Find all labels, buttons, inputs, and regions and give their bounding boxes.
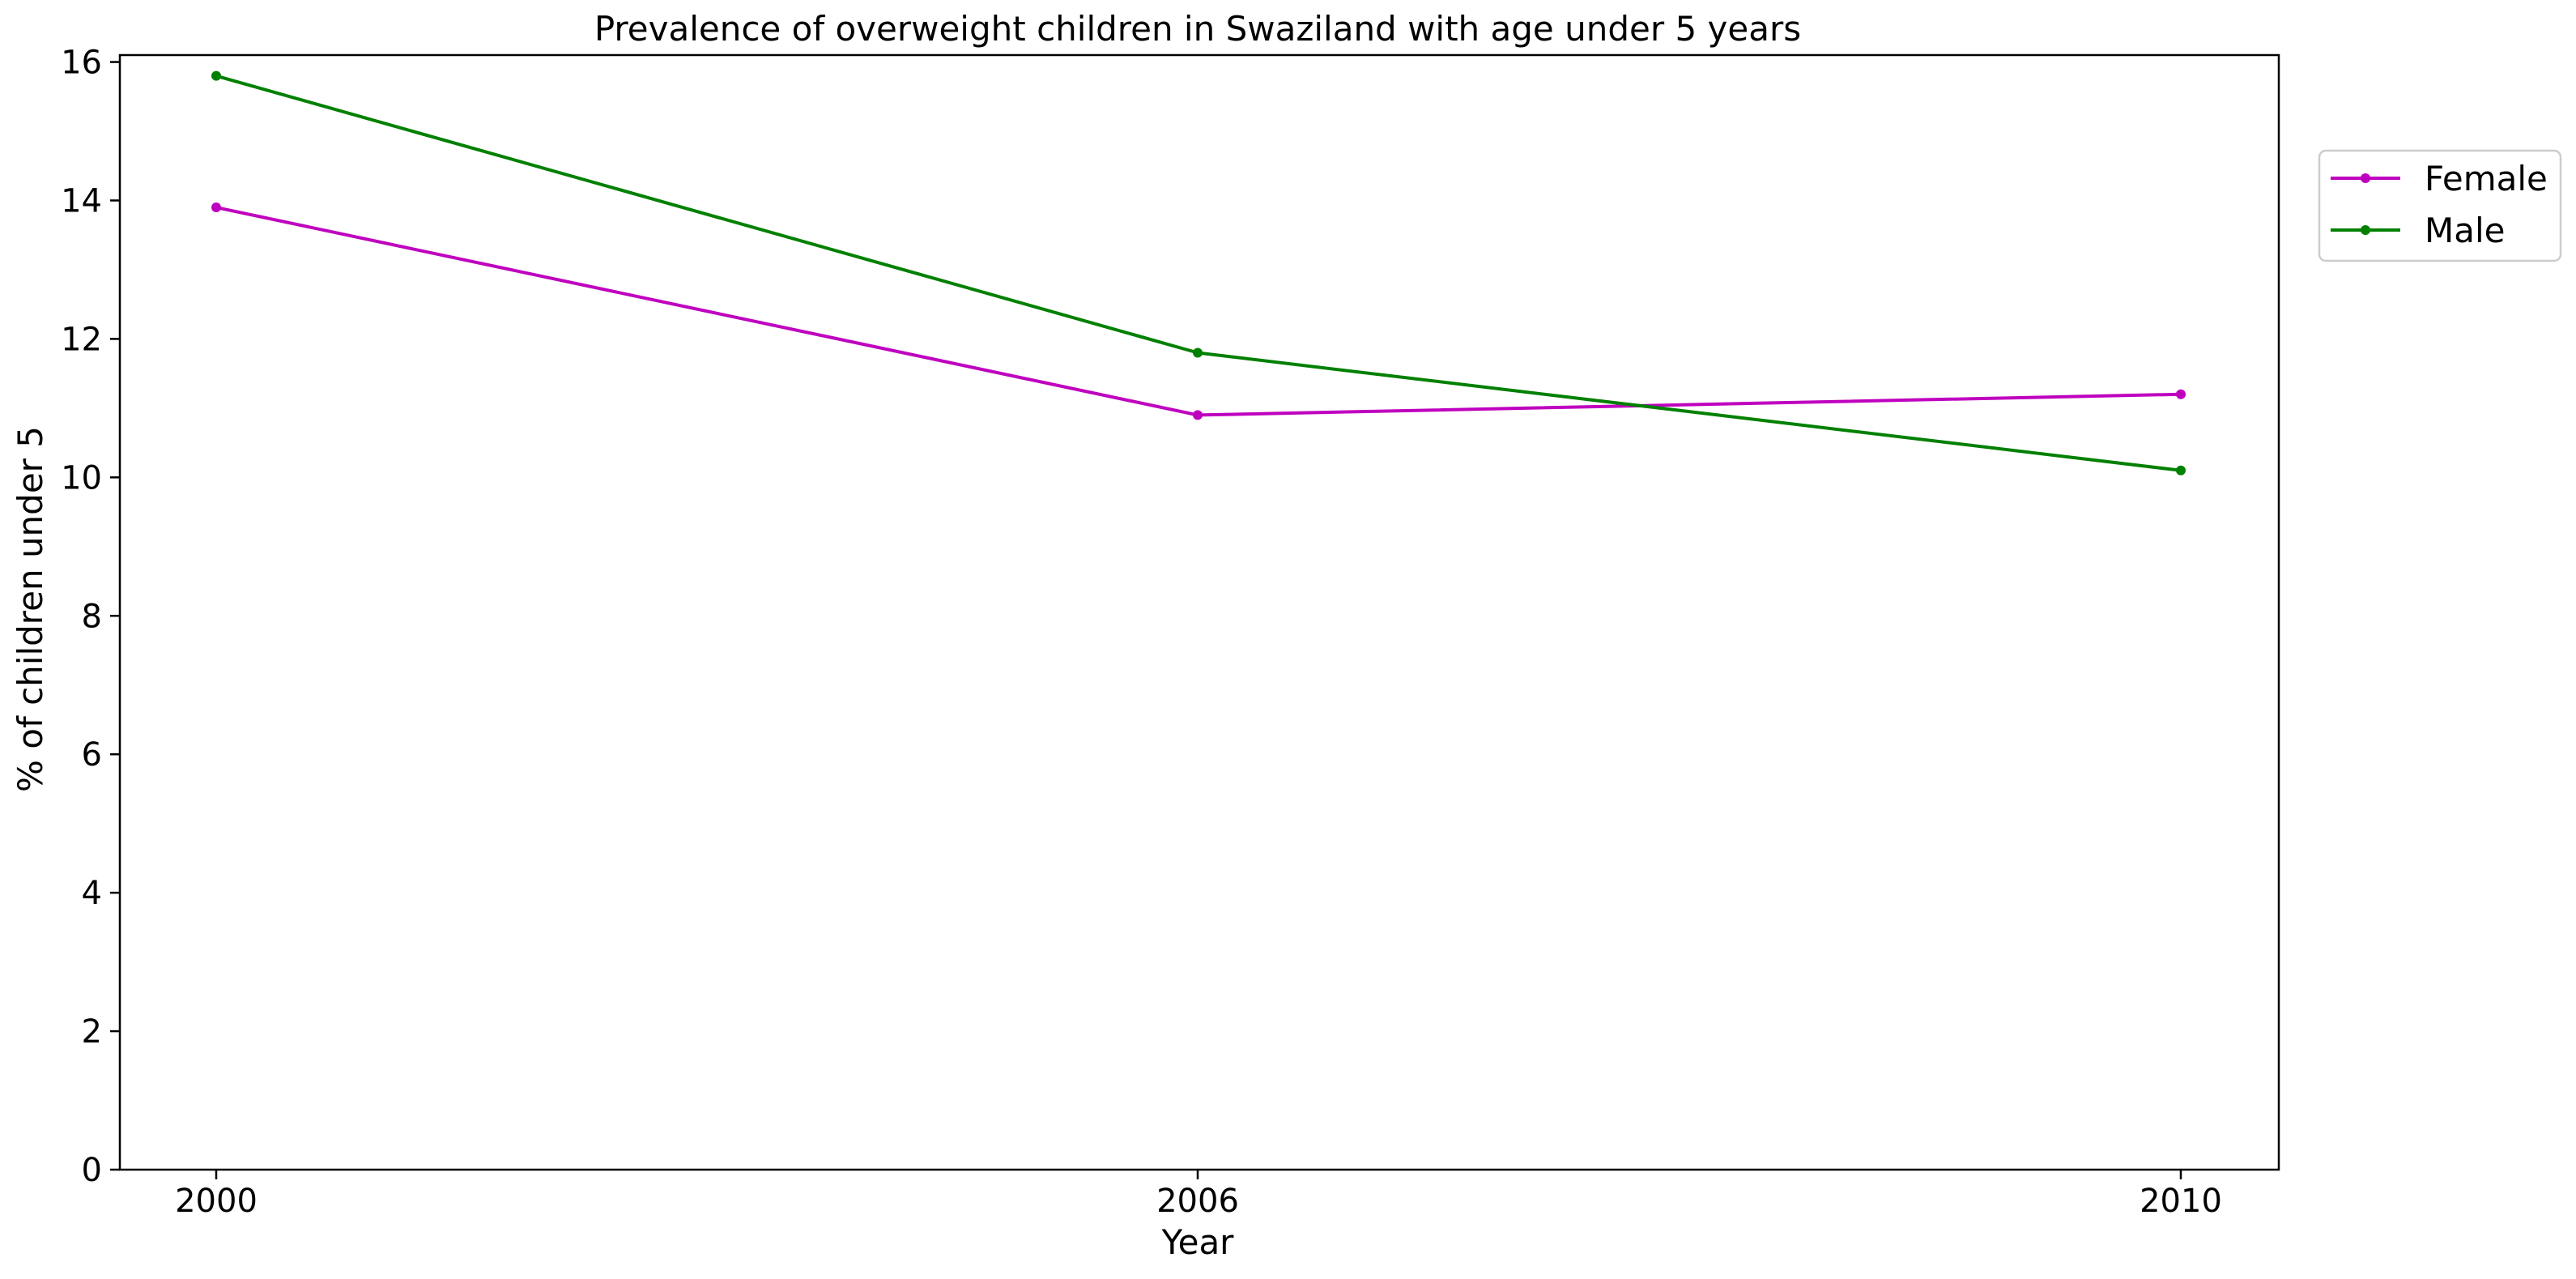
y-tick-label: 10 <box>61 459 102 497</box>
y-axis-title: % of children under 5 <box>11 426 50 792</box>
y-tick-label: 6 <box>82 736 102 774</box>
series-male <box>211 70 2186 475</box>
y-tick-label: 16 <box>61 45 102 82</box>
series-line-female <box>215 206 2182 417</box>
data-point-male-2010 <box>2176 465 2186 475</box>
y-tick-label: 4 <box>82 875 102 912</box>
data-point-female-2000 <box>211 203 221 213</box>
x-tick-label: 2000 <box>175 1183 258 1220</box>
legend-label-female: Female <box>2425 159 2548 198</box>
legend-label-male: Male <box>2425 211 2505 250</box>
series-layer <box>211 70 2186 475</box>
y-axis: 0 2 4 6 8 10 12 14 16 <box>61 45 120 1189</box>
x-axis-title: Year <box>1161 1222 1235 1262</box>
chart-title: Prevalence of overweight children in Swa… <box>594 9 1801 49</box>
y-tick-label: 0 <box>82 1152 102 1189</box>
data-point-male-2006 <box>1193 347 1203 358</box>
legend: Female Male <box>2318 149 2562 262</box>
legend-entry-female: Female <box>2331 159 2548 198</box>
legend-entry-male: Male <box>2331 211 2505 250</box>
legend-marker-male <box>2361 225 2370 235</box>
legend-marker-female <box>2361 173 2370 183</box>
data-point-female-2006 <box>1193 410 1203 420</box>
x-tick-label: 2006 <box>1156 1183 1239 1220</box>
y-tick-label: 2 <box>82 1013 102 1051</box>
y-tick-label: 8 <box>82 598 102 635</box>
series-female <box>211 203 2186 420</box>
x-axis: 2000 2006 2010 <box>175 1170 2222 1220</box>
y-tick-label: 14 <box>61 182 102 220</box>
plot-area <box>118 53 2280 1171</box>
y-tick-label: 12 <box>61 321 102 358</box>
data-point-male-2000 <box>211 70 221 81</box>
x-tick-label: 2010 <box>2140 1183 2222 1220</box>
data-point-female-2010 <box>2176 389 2186 399</box>
